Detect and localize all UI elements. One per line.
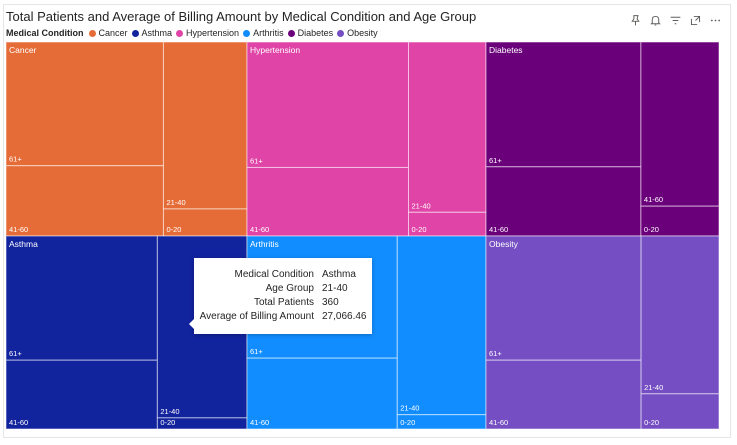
legend-dot-icon bbox=[337, 29, 345, 37]
tooltip-label: Average of Billing Amount bbox=[199, 311, 314, 322]
cell-label: 0-20 bbox=[160, 418, 175, 427]
cell-label: 61+ bbox=[9, 349, 22, 358]
cell-label: 41-60 bbox=[489, 225, 508, 234]
cell-label: 41-60 bbox=[644, 195, 663, 204]
treemap-cell[interactable] bbox=[640, 235, 720, 395]
legend-title: Medical Condition bbox=[6, 28, 84, 38]
cell-label: 61+ bbox=[489, 156, 502, 165]
cell-label: 61+ bbox=[489, 349, 502, 358]
tooltip-value: 27,066.46 bbox=[322, 311, 367, 322]
treemap-cell[interactable] bbox=[485, 166, 642, 237]
cell-label: 21-40 bbox=[412, 201, 431, 210]
treemap-cell[interactable] bbox=[5, 41, 164, 167]
treemap-cell[interactable] bbox=[640, 41, 720, 207]
group-label: Cancer bbox=[9, 45, 37, 55]
pin-icon[interactable] bbox=[625, 11, 645, 29]
cell-label: 41-60 bbox=[9, 225, 28, 234]
visual-toolbar bbox=[625, 11, 725, 29]
cell-label: 0-20 bbox=[644, 418, 659, 427]
treemap-cell[interactable] bbox=[5, 235, 158, 361]
tooltip-value: 360 bbox=[322, 297, 339, 308]
cell-label: 61+ bbox=[9, 155, 22, 164]
bell-icon[interactable] bbox=[645, 11, 665, 29]
legend-item[interactable]: Diabetes bbox=[287, 28, 334, 38]
legend-label: Obesity bbox=[347, 28, 378, 38]
visual-frame bbox=[3, 4, 731, 438]
treemap-cell[interactable] bbox=[396, 235, 487, 416]
legend-label: Hypertension bbox=[186, 28, 240, 38]
treemap-cell[interactable] bbox=[640, 205, 720, 237]
cell-label: 41-60 bbox=[250, 418, 269, 427]
legend-label: Cancer bbox=[98, 28, 128, 38]
legend-label: Diabetes bbox=[297, 28, 334, 38]
cell-label: 21-40 bbox=[166, 198, 185, 207]
group-label: Hypertension bbox=[250, 45, 300, 55]
legend-dot-icon bbox=[287, 29, 295, 37]
treemap-cell[interactable] bbox=[640, 393, 720, 430]
tooltip-value: 21-40 bbox=[322, 283, 348, 294]
treemap-cell[interactable] bbox=[162, 208, 248, 237]
cell-label: 21-40 bbox=[400, 404, 419, 413]
tooltip-row: Medical Condition Asthma bbox=[194, 269, 372, 283]
treemap-cell[interactable] bbox=[246, 166, 410, 237]
legend: Medical Condition Cancer Asthma Hypertensi… bbox=[6, 28, 382, 38]
cell-label: 21-40 bbox=[160, 407, 179, 416]
treemap-cell[interactable] bbox=[246, 357, 398, 430]
cell-label: 41-60 bbox=[9, 418, 28, 427]
tooltip-row: Age Group 21-40 bbox=[194, 283, 372, 297]
legend-dot-icon bbox=[176, 29, 184, 37]
treemap-cell[interactable] bbox=[5, 165, 164, 237]
cell-label: 61+ bbox=[250, 347, 263, 356]
treemap-cell[interactable] bbox=[485, 359, 642, 430]
group-label: Asthma bbox=[9, 239, 38, 249]
legend-item[interactable]: Obesity bbox=[337, 28, 378, 38]
cell-label: 0-20 bbox=[644, 225, 659, 234]
legend-label: Asthma bbox=[141, 28, 173, 38]
tooltip-label: Age Group bbox=[265, 283, 314, 294]
data-tooltip: Medical Condition Asthma Age Group 21-40… bbox=[189, 258, 372, 334]
legend-dot-icon bbox=[88, 29, 96, 37]
tooltip-row: Average of Billing Amount 27,066.46 bbox=[194, 311, 372, 325]
treemap-cell[interactable] bbox=[246, 41, 410, 168]
cell-label: 0-20 bbox=[400, 418, 415, 427]
treemap-cell[interactable] bbox=[485, 235, 642, 361]
treemap-cell[interactable] bbox=[485, 41, 642, 168]
chart-title: Total Patients and Average of Billing Am… bbox=[6, 9, 477, 24]
legend-item[interactable]: Hypertension bbox=[176, 28, 239, 38]
cell-label: 61+ bbox=[250, 156, 263, 165]
legend-item[interactable]: Cancer bbox=[88, 28, 128, 38]
cell-label: 0-20 bbox=[166, 225, 181, 234]
group-label: Arthritis bbox=[250, 239, 279, 249]
treemap-cell[interactable] bbox=[408, 41, 487, 213]
tooltip-label: Medical Condition bbox=[234, 269, 315, 280]
group-label: Diabetes bbox=[489, 45, 523, 55]
more-icon[interactable] bbox=[705, 11, 725, 29]
tooltip-row: Total Patients 360 bbox=[194, 297, 372, 311]
legend-label: Arthritis bbox=[253, 28, 284, 38]
treemap-cell[interactable] bbox=[5, 359, 158, 430]
group-label: Obesity bbox=[489, 239, 519, 249]
cell-label: 0-20 bbox=[412, 225, 427, 234]
filter-icon[interactable] bbox=[665, 11, 685, 29]
legend-items: Cancer Asthma Hypertension Arthritis Diabete… bbox=[88, 28, 382, 38]
cell-label: 41-60 bbox=[250, 225, 269, 234]
cell-label: 41-60 bbox=[489, 418, 508, 427]
cell-label: 21-40 bbox=[644, 383, 663, 392]
tooltip-value: Asthma bbox=[322, 269, 356, 280]
expand-icon[interactable] bbox=[685, 11, 705, 29]
legend-item[interactable]: Asthma bbox=[131, 28, 173, 38]
legend-dot-icon bbox=[243, 29, 251, 37]
treemap-cell[interactable] bbox=[162, 41, 248, 210]
tooltip-caret bbox=[189, 319, 194, 329]
tooltip-label: Total Patients bbox=[253, 297, 314, 308]
legend-item[interactable]: Arthritis bbox=[243, 28, 284, 38]
legend-dot-icon bbox=[131, 29, 139, 37]
